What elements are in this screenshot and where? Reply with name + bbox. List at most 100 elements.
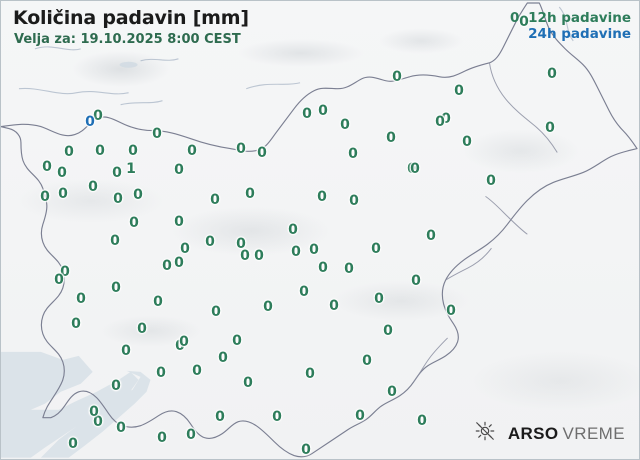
station-value-marker: 0: [95, 143, 105, 159]
bay-inlet: [40, 370, 151, 458]
station-value-marker: 0: [236, 141, 246, 157]
legend-item-24h: 24h padavine: [510, 26, 631, 42]
station-value-marker: 0: [40, 189, 50, 205]
station-value-marker: 0: [243, 375, 253, 391]
station-value-marker: 0: [174, 255, 184, 271]
station-value-marker: 0: [137, 321, 147, 337]
station-value-marker: 0: [317, 189, 327, 205]
station-value-marker: 0: [85, 114, 95, 130]
station-value-marker: 0: [263, 299, 273, 315]
station-value-marker: 0: [186, 427, 196, 443]
station-value-marker: 0: [486, 173, 496, 189]
legend-item-12h: 0 12h padavine: [510, 10, 631, 26]
station-value-marker: 0: [121, 343, 131, 359]
station-value-marker: 0: [240, 248, 250, 264]
station-value-marker: 0: [245, 186, 255, 202]
station-value-marker: 0: [362, 353, 372, 369]
legend-label-12h: 12h padavine: [528, 10, 631, 26]
station-value-marker: 0: [417, 413, 427, 429]
station-value-marker: 0: [57, 165, 67, 181]
station-value-marker: 0: [383, 323, 393, 339]
station-value-marker: 0: [355, 408, 365, 424]
station-value-marker: 0: [174, 162, 184, 178]
station-value-marker: 0: [435, 114, 445, 130]
station-value-marker: 0: [371, 241, 381, 257]
sun-rays-icon: [474, 420, 496, 447]
station-value-marker: 1: [126, 161, 136, 177]
station-value-marker: 0: [426, 228, 436, 244]
station-value-marker: 0: [301, 442, 311, 458]
station-value-marker: 0: [340, 117, 350, 133]
station-value-marker: 0: [156, 365, 166, 381]
station-value-marker: 0: [58, 186, 68, 202]
station-value-marker: 0: [318, 260, 328, 276]
station-value-marker: 0: [60, 264, 70, 280]
station-value-marker: 0: [133, 187, 143, 203]
station-value-marker: 0: [299, 284, 309, 300]
station-value-marker: 0: [93, 108, 103, 124]
station-value-marker: 0: [305, 366, 315, 382]
station-value-marker: 0: [441, 111, 451, 127]
station-value-marker: 0: [192, 363, 202, 379]
station-value-marker: 0: [211, 304, 221, 320]
station-value-marker: 0: [309, 242, 319, 258]
station-value-marker: 0: [374, 291, 384, 307]
station-value-marker: 0: [454, 83, 464, 99]
station-value-marker: 0: [302, 106, 312, 122]
station-value-marker: 0: [180, 241, 190, 257]
station-value-marker: 0: [349, 193, 359, 209]
station-value-marker: 0: [392, 69, 402, 85]
station-value-marker: 0: [344, 261, 354, 277]
station-value-marker: 0: [462, 134, 472, 150]
station-value-marker: 0: [129, 215, 139, 231]
station-value-marker: 0: [112, 165, 122, 181]
station-value-marker: 0: [42, 159, 52, 175]
legend-label-24h: 24h padavine: [528, 26, 631, 42]
river-network: [18, 6, 574, 106]
station-value-marker: 0: [545, 120, 555, 136]
regional-borders: [413, 62, 558, 383]
station-value-marker: 0: [232, 333, 242, 349]
station-value-marker: 0: [272, 409, 282, 425]
station-value-marker: 0: [210, 192, 220, 208]
station-value-marker: 0: [387, 384, 397, 400]
valid-time-subtitle: Velja za: 19.10.2025 8:00 CEST: [14, 32, 241, 47]
brand-name: ARSO VREME: [508, 424, 625, 444]
station-value-marker: 0: [288, 222, 298, 238]
station-value-marker: 0: [113, 191, 123, 207]
station-value-marker: 0: [257, 145, 267, 161]
station-value-marker: 0: [162, 258, 172, 274]
station-value-marker: 0: [386, 130, 396, 146]
station-value-marker: 0: [187, 143, 197, 159]
station-value-marker: 0: [64, 144, 74, 160]
station-value-marker: 0: [348, 146, 358, 162]
station-value-marker: 0: [236, 236, 246, 252]
station-value-marker: 0: [175, 338, 185, 354]
station-value-marker: 0: [54, 272, 64, 288]
station-value-marker: 0: [111, 280, 121, 296]
station-value-marker: 0: [153, 294, 163, 310]
station-value-marker: 0: [76, 291, 86, 307]
page-title: Količina padavin [mm]: [13, 7, 249, 29]
station-value-marker: 0: [111, 378, 121, 394]
station-value-marker: 0: [93, 414, 103, 430]
station-value-marker: 0: [110, 233, 120, 249]
station-value-marker: 0: [547, 66, 557, 82]
station-value-marker: 0: [318, 103, 328, 119]
station-value-marker: 0: [152, 126, 162, 142]
station-value-marker: 0: [179, 334, 189, 350]
lake: [119, 61, 138, 68]
station-value-marker: 0: [68, 436, 78, 452]
station-value-marker: 0: [218, 350, 228, 366]
station-value-marker: 0: [157, 430, 167, 446]
station-value-marker: 0: [407, 161, 417, 177]
station-value-marker: 0: [71, 316, 81, 332]
station-value-marker: 0: [215, 409, 225, 425]
station-value-marker: 0: [446, 303, 456, 319]
station-value-marker: 0: [410, 161, 420, 177]
station-value-marker: 0: [205, 234, 215, 250]
brand-name-bold: ARSO: [507, 423, 559, 443]
station-value-marker: 0: [88, 179, 98, 195]
